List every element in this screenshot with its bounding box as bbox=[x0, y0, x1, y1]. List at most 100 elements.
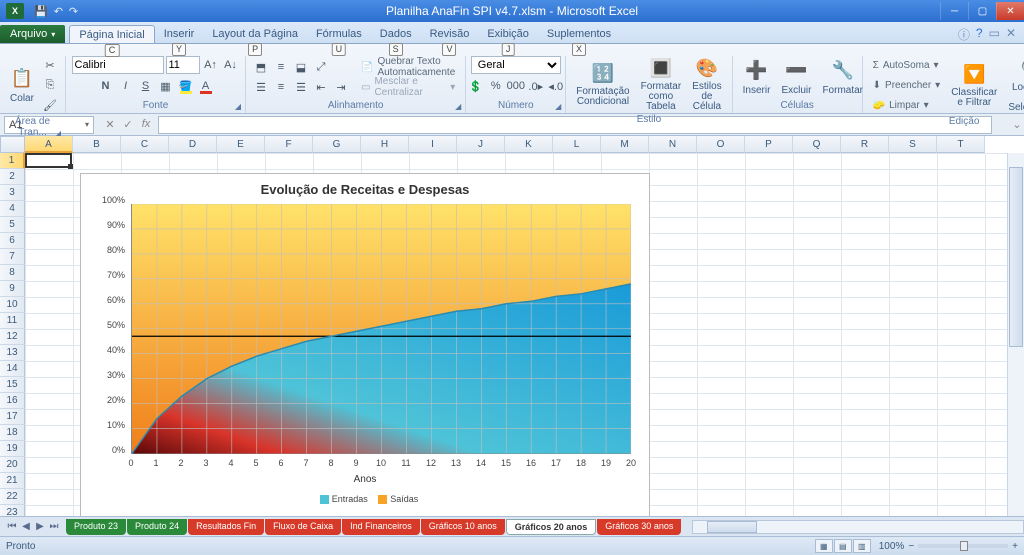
sheet-tab-fluxo-de-caixa[interactable]: Fluxo de Caixa bbox=[265, 519, 341, 535]
row-header-3[interactable]: 3 bbox=[0, 185, 25, 201]
paste-button[interactable]: 📋 Colar bbox=[6, 67, 38, 104]
col-header-N[interactable]: N bbox=[649, 136, 697, 153]
fill-button[interactable]: ⬇ Preencher ▾ bbox=[869, 76, 945, 94]
row-header-22[interactable]: 22 bbox=[0, 489, 25, 505]
italic-button[interactable]: I bbox=[117, 77, 135, 95]
col-header-S[interactable]: S bbox=[889, 136, 937, 153]
grow-font-icon[interactable]: A↑ bbox=[202, 56, 220, 74]
align-middle-icon[interactable]: ≡ bbox=[272, 58, 290, 76]
undo-icon[interactable]: ↶ bbox=[54, 5, 63, 18]
tab-fórmulas[interactable]: FórmulasU bbox=[307, 25, 371, 43]
row-header-4[interactable]: 4 bbox=[0, 201, 25, 217]
col-header-O[interactable]: O bbox=[697, 136, 745, 153]
row-header-9[interactable]: 9 bbox=[0, 281, 25, 297]
sheet-tab-resultados-fin[interactable]: Resultados Fin bbox=[188, 519, 264, 535]
col-header-J[interactable]: J bbox=[457, 136, 505, 153]
tab-suplementos[interactable]: SuplementosX bbox=[538, 25, 620, 43]
sheet-tab-produto-23[interactable]: Produto 23 bbox=[66, 519, 126, 535]
row-header-21[interactable]: 21 bbox=[0, 473, 25, 489]
tab-inserir[interactable]: InserirY bbox=[155, 25, 204, 43]
orientation-icon[interactable]: ⤢ bbox=[312, 58, 330, 76]
col-header-M[interactable]: M bbox=[601, 136, 649, 153]
row-header-23[interactable]: 23 bbox=[0, 505, 25, 516]
format-painter-icon[interactable]: 🖌 bbox=[41, 96, 59, 114]
h-scroll-thumb[interactable] bbox=[707, 521, 757, 533]
cancel-fx-icon[interactable]: ✕ bbox=[102, 118, 118, 131]
file-tab[interactable]: Arquivo▾ bbox=[0, 25, 65, 43]
col-header-A[interactable]: A bbox=[25, 136, 73, 153]
row-header-20[interactable]: 20 bbox=[0, 457, 25, 473]
zoom-slider[interactable] bbox=[918, 544, 1008, 548]
clear-button[interactable]: 🧽 Limpar ▾ bbox=[869, 96, 945, 114]
decrease-decimal-icon[interactable]: ◂.0 bbox=[547, 77, 565, 95]
col-header-C[interactable]: C bbox=[121, 136, 169, 153]
align-right-icon[interactable]: ☰ bbox=[292, 78, 310, 96]
shrink-font-icon[interactable]: A↓ bbox=[222, 56, 240, 74]
col-header-R[interactable]: R bbox=[841, 136, 889, 153]
active-cell[interactable] bbox=[25, 153, 72, 168]
col-header-G[interactable]: G bbox=[313, 136, 361, 153]
row-header-2[interactable]: 2 bbox=[0, 169, 25, 185]
tab-revisão[interactable]: RevisãoV bbox=[421, 25, 479, 43]
row-header-7[interactable]: 7 bbox=[0, 249, 25, 265]
fx-icon[interactable]: fx bbox=[138, 118, 154, 131]
col-header-T[interactable]: T bbox=[937, 136, 985, 153]
col-header-D[interactable]: D bbox=[169, 136, 217, 153]
row-header-16[interactable]: 16 bbox=[0, 393, 25, 409]
border-button[interactable]: ▦ bbox=[157, 77, 175, 95]
decrease-indent-icon[interactable]: ⇤ bbox=[312, 78, 330, 96]
minimize-ribbon-icon[interactable]: ⓘ bbox=[958, 26, 970, 43]
zoom-in-button[interactable]: + bbox=[1012, 541, 1018, 552]
col-header-Q[interactable]: Q bbox=[793, 136, 841, 153]
sheet-tab-gráficos-10-anos[interactable]: Gráficos 10 anos bbox=[421, 519, 505, 535]
vertical-scrollbar[interactable] bbox=[1007, 153, 1024, 516]
close-button[interactable]: ✕ bbox=[996, 2, 1024, 20]
row-header-13[interactable]: 13 bbox=[0, 345, 25, 361]
chart-container[interactable]: Evolução de Receitas e Despesas 0%10%20%… bbox=[80, 173, 650, 516]
tab-página-inicial[interactable]: Página InicialC bbox=[69, 25, 154, 43]
bold-button[interactable]: N bbox=[97, 77, 115, 95]
format-button[interactable]: 🔧Formatar bbox=[818, 59, 867, 96]
zoom-control[interactable]: 100% − + bbox=[879, 541, 1018, 552]
wrap-text-button[interactable]: 📄 Quebrar Texto Automaticamente bbox=[357, 58, 459, 76]
help-icon[interactable]: ? bbox=[976, 26, 983, 43]
row-header-8[interactable]: 8 bbox=[0, 265, 25, 281]
font-size-combo[interactable] bbox=[166, 56, 200, 74]
increase-indent-icon[interactable]: ⇥ bbox=[332, 78, 350, 96]
view-buttons[interactable]: ▦▤▥ bbox=[815, 539, 871, 553]
underline-button[interactable]: S bbox=[137, 77, 155, 95]
enter-fx-icon[interactable]: ✓ bbox=[120, 118, 136, 131]
tab-dados[interactable]: DadosS bbox=[371, 25, 421, 43]
col-header-H[interactable]: H bbox=[361, 136, 409, 153]
sheet-tab-ind-financeiros[interactable]: Ind Financeiros bbox=[342, 519, 420, 535]
row-header-19[interactable]: 19 bbox=[0, 441, 25, 457]
align-center-icon[interactable]: ≡ bbox=[272, 78, 290, 96]
insert-button[interactable]: ➕Inserir bbox=[739, 59, 775, 96]
col-header-P[interactable]: P bbox=[745, 136, 793, 153]
fill-color-button[interactable]: 🪣 bbox=[177, 77, 195, 95]
number-format-combo[interactable]: Geral bbox=[471, 56, 561, 74]
col-header-I[interactable]: I bbox=[409, 136, 457, 153]
sort-filter-button[interactable]: 🔽Classificar e Filtrar bbox=[947, 62, 1001, 108]
row-header-11[interactable]: 11 bbox=[0, 313, 25, 329]
zoom-out-button[interactable]: − bbox=[908, 541, 914, 552]
currency-icon[interactable]: 💲 bbox=[467, 77, 485, 95]
font-color-button[interactable]: A bbox=[197, 77, 215, 95]
align-top-icon[interactable]: ⬒ bbox=[252, 58, 270, 76]
quick-access-toolbar[interactable]: 💾 ↶ ↷ bbox=[34, 5, 78, 18]
row-header-6[interactable]: 6 bbox=[0, 233, 25, 249]
find-select-button[interactable]: 🔍Localizar e Selecionar bbox=[1004, 57, 1024, 113]
merge-center-button[interactable]: ▭ Mesclar e Centralizar ▾ bbox=[357, 78, 459, 96]
cell-styles-button[interactable]: 🎨Estilos de Célula bbox=[688, 56, 725, 112]
row-header-10[interactable]: 10 bbox=[0, 297, 25, 313]
sheet-nav-buttons[interactable]: ⏮◀▶⏭ bbox=[0, 521, 66, 532]
redo-icon[interactable]: ↷ bbox=[69, 5, 78, 18]
maximize-button[interactable]: ▢ bbox=[968, 2, 996, 20]
copy-icon[interactable]: ⎘ bbox=[41, 76, 59, 94]
select-all-corner[interactable] bbox=[0, 136, 25, 153]
font-family-combo[interactable] bbox=[72, 56, 164, 74]
delete-button[interactable]: ➖Excluir bbox=[777, 59, 815, 96]
row-header-12[interactable]: 12 bbox=[0, 329, 25, 345]
row-header-17[interactable]: 17 bbox=[0, 409, 25, 425]
col-header-K[interactable]: K bbox=[505, 136, 553, 153]
